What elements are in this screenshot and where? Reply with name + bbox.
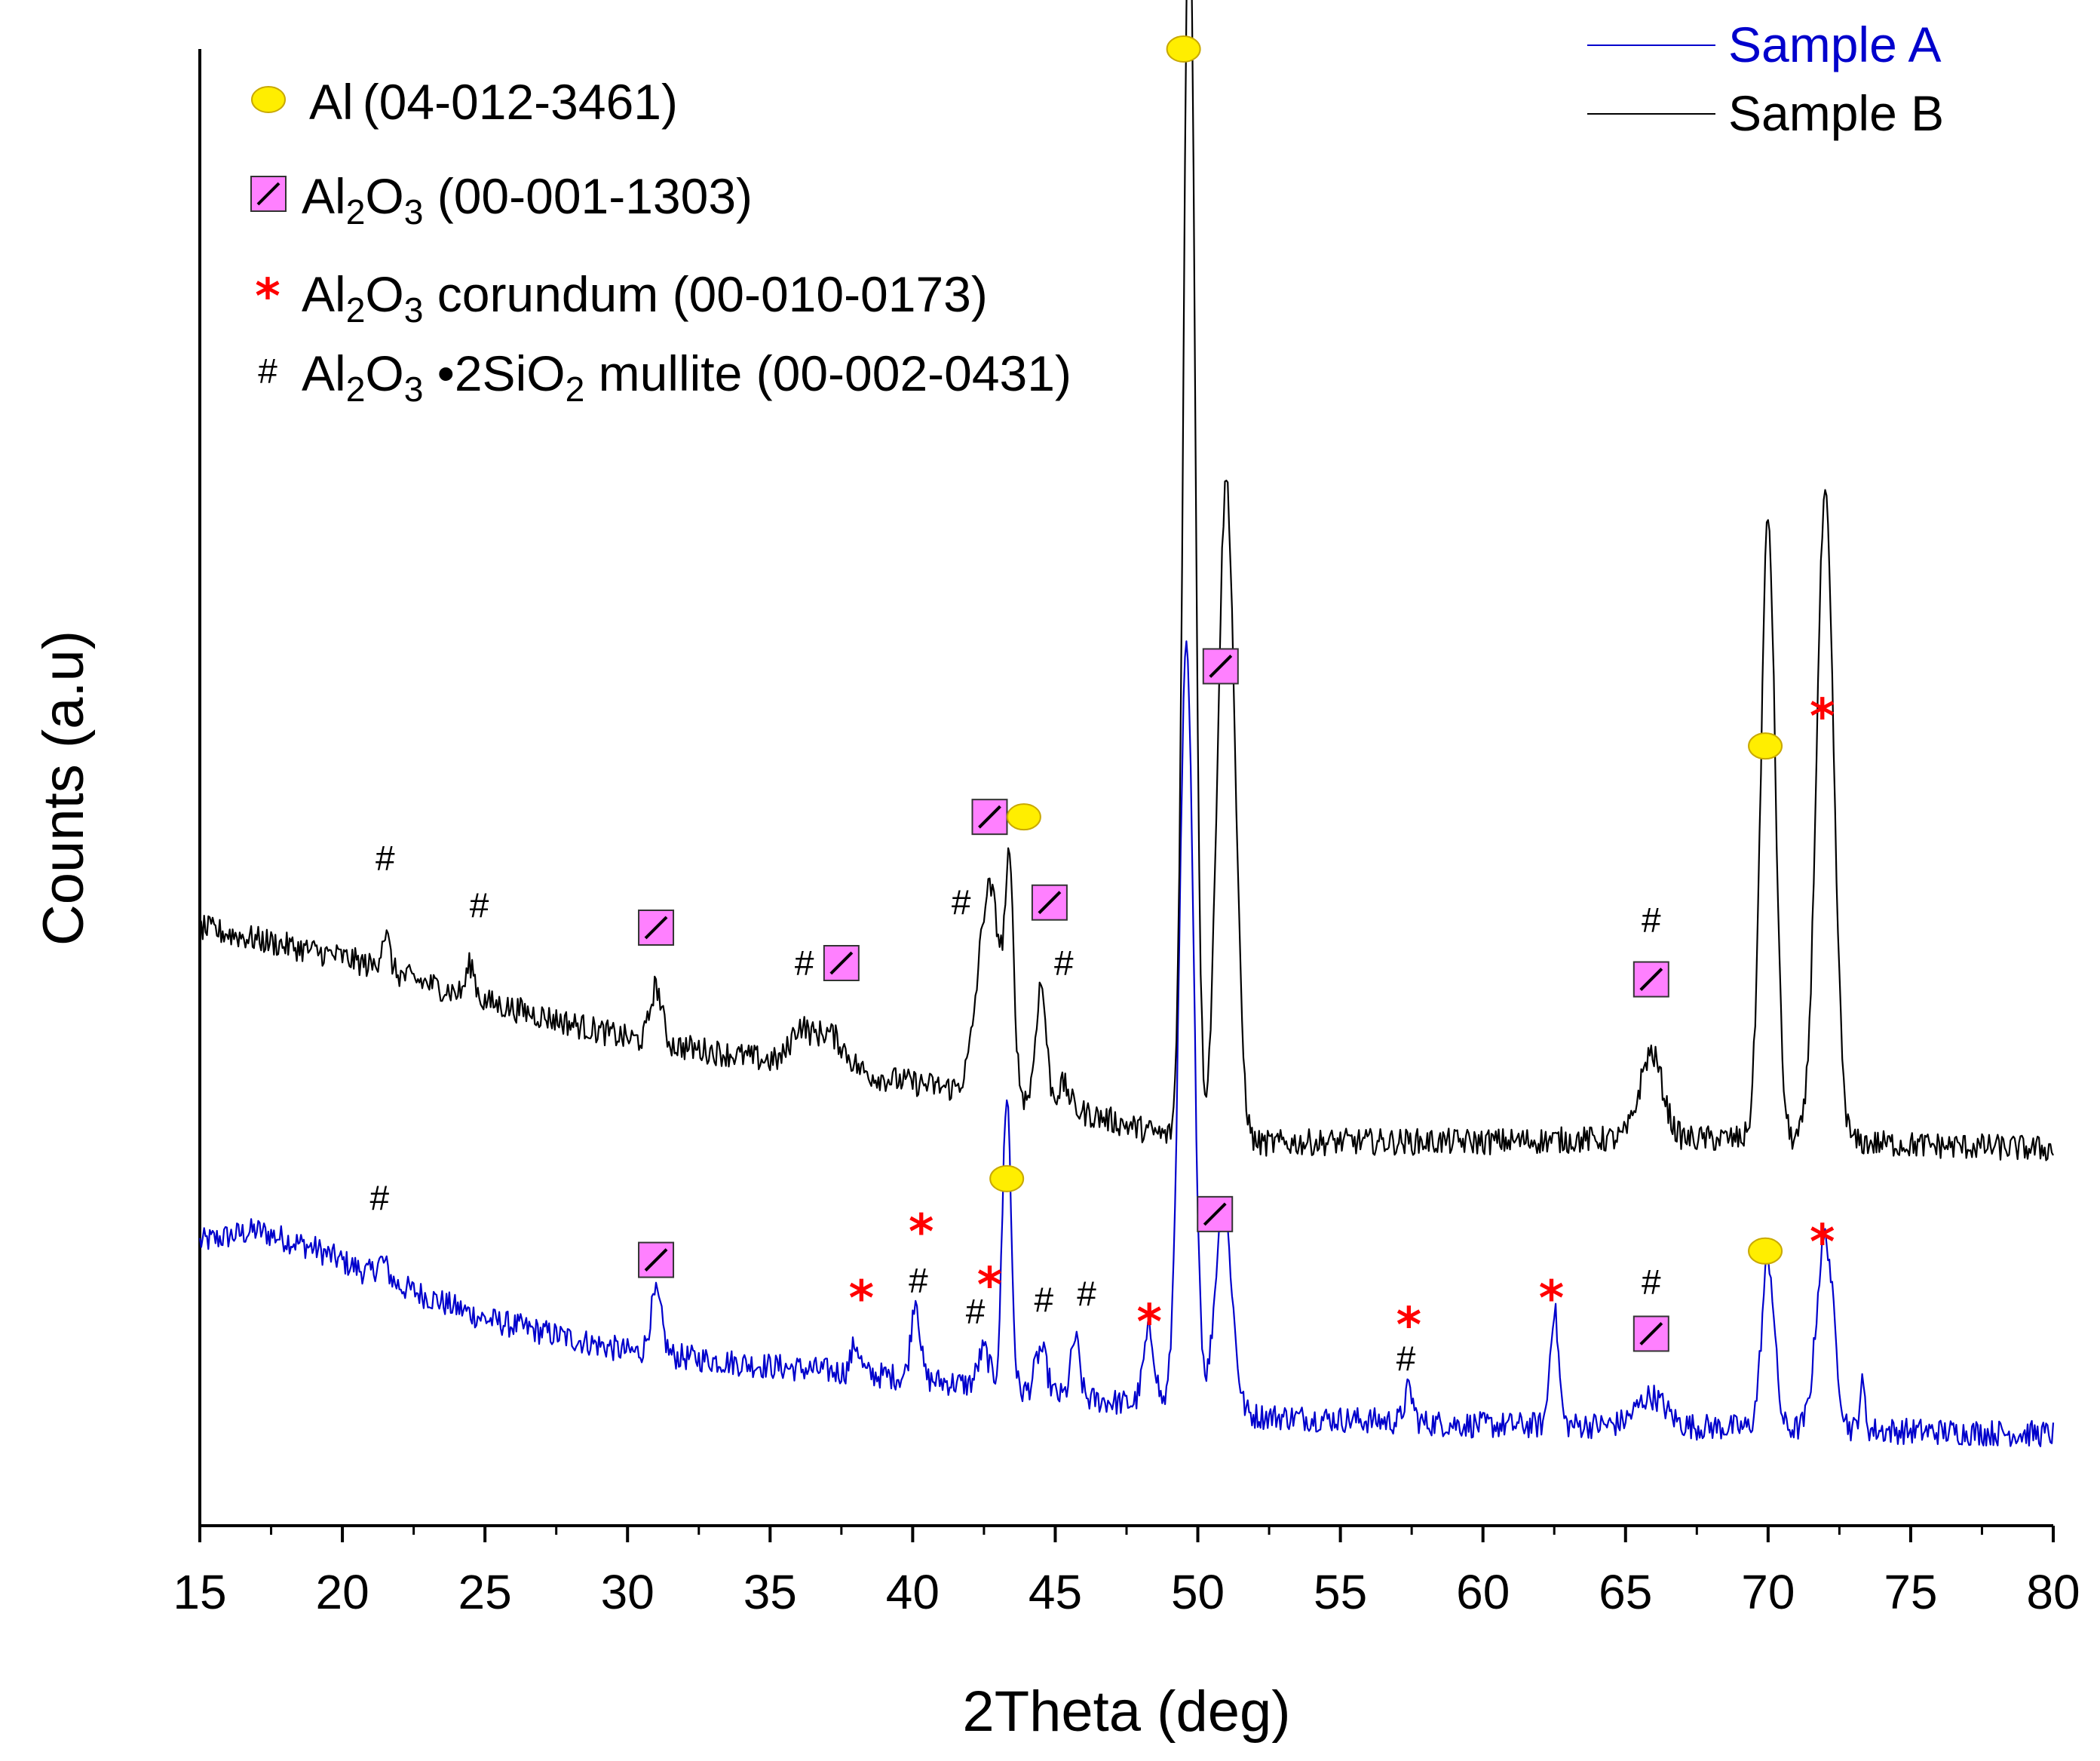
al2o3-square-marker: [971, 799, 1008, 836]
mullite-hash-marker: #: [1396, 1339, 1416, 1379]
mullite-hash-marker: #: [470, 886, 489, 925]
mullite-hash-marker: #: [376, 839, 395, 878]
al2o3-square-slash: [256, 182, 281, 206]
mullite-hash-marker: #: [966, 1292, 986, 1331]
x-tick-label: 55: [1314, 1565, 1367, 1619]
corundum-star-marker: *: [255, 269, 280, 325]
series-sample-b: [198, 0, 2054, 1161]
series-sample-a: [198, 640, 2055, 1447]
al2o3-square-slash: [1639, 1322, 1663, 1345]
x-tick-label: 45: [1029, 1565, 1082, 1619]
mullite-hash-marker: #: [795, 943, 814, 983]
al-circle-marker: [1748, 732, 1783, 760]
mullite-hash-marker: #: [258, 351, 277, 391]
al2o3-square-slash: [644, 1248, 668, 1272]
al2o3-square-slash: [644, 916, 668, 940]
al2o3-square-slash: [978, 805, 1001, 829]
phase-legend-label: Al (04-012-3461): [309, 74, 678, 130]
al2o3-square-slash: [1203, 1202, 1227, 1226]
phase-legend-label: Al2O3 corundum (00-010-0173): [302, 266, 988, 330]
mullite-hash-marker: #: [909, 1261, 928, 1300]
al2o3-square-slash: [1038, 891, 1062, 915]
x-tick-label: 15: [173, 1565, 226, 1619]
mullite-hash-marker: #: [1642, 1262, 1661, 1302]
mullite-hash-marker: #: [1642, 900, 1661, 940]
mullite-hash-marker: #: [1035, 1280, 1054, 1319]
corundum-star-marker: *: [849, 1272, 874, 1327]
sample-a-line: [198, 640, 2055, 1447]
sample-b-line: [198, 0, 2054, 1161]
x-axis-title: 2Theta (deg): [962, 1680, 1290, 1744]
corundum-star-marker: *: [1810, 689, 1835, 745]
legend-label-sample-b: Sample B: [1728, 85, 1944, 141]
x-tick-label: 60: [1456, 1565, 1510, 1619]
legend-label-sample-a: Sample A: [1728, 17, 1942, 72]
corundum-star-marker: *: [1396, 1298, 1421, 1354]
al2o3-square-marker: [1632, 1315, 1669, 1352]
x-tick-label: 75: [1884, 1565, 1937, 1619]
mullite-hash-marker: #: [369, 1178, 389, 1217]
x-tick-label: 80: [2026, 1565, 2080, 1619]
phase-legend-row: # Al2O3 •2SiO2 mullite (00-002-0431): [258, 345, 1071, 409]
phase-legend-label: Al2O3 (00-001-1303): [302, 168, 753, 232]
x-tick-label: 20: [315, 1565, 369, 1619]
phase-legend: Al (04-012-3461) Al2O3 (00-001-1303) * Al2O3…: [250, 74, 1071, 409]
corundum-star-marker: *: [1539, 1272, 1564, 1327]
x-tick-label: 40: [886, 1565, 940, 1619]
al2o3-square-marker: [1031, 884, 1068, 921]
mullite-hash-marker: #: [1077, 1275, 1096, 1314]
x-tick-label: 35: [743, 1565, 797, 1619]
al2o3-square-marker: [638, 1241, 675, 1278]
al-circle-marker: [1748, 1237, 1783, 1265]
al2o3-square-marker: [638, 910, 675, 946]
al2o3-square-marker: [1632, 961, 1669, 998]
al2o3-square-box: [1202, 648, 1239, 685]
x-tick-label: 70: [1741, 1565, 1795, 1619]
al-circle-marker: [1006, 803, 1041, 831]
x-tick-label: 30: [601, 1565, 655, 1619]
corundum-star-marker: *: [1137, 1295, 1162, 1351]
peak-markers: ######*#**##* # #* *#* #*: [369, 35, 1835, 1379]
al-circle-marker: [989, 1164, 1025, 1192]
phase-legend-row: * Al2O3 corundum (00-010-0173): [255, 266, 988, 330]
corundum-star-marker: *: [977, 1258, 1002, 1314]
x-tick-label: 50: [1171, 1565, 1225, 1619]
mullite-hash-marker: #: [1054, 943, 1074, 983]
al-circle-marker: [251, 86, 286, 113]
al2o3-square-marker: [1202, 648, 1239, 685]
y-axis-title: Counts (a.u): [32, 630, 96, 946]
al-circle-marker: [1166, 35, 1201, 63]
mullite-hash-marker: #: [952, 883, 971, 922]
al2o3-square-marker: [250, 176, 287, 212]
x-tick-label: 65: [1599, 1565, 1652, 1619]
x-axis-ticks: 15 20 25 30 35 40 45 50 55 60 65 70 75 80: [173, 1526, 2080, 1619]
al2o3-square-box: [1197, 1195, 1234, 1232]
phase-legend-row: Al2O3 (00-001-1303): [250, 168, 753, 232]
corundum-star-marker: *: [909, 1204, 934, 1260]
al2o3-square-slash: [1639, 968, 1663, 991]
x-tick-label: 25: [458, 1565, 512, 1619]
al2o3-square-marker: [1197, 1195, 1234, 1232]
phase-legend-row: Al (04-012-3461): [251, 74, 678, 130]
series-legend: Sample A Sample B: [1587, 17, 1944, 141]
phase-legend-label: Al2O3 •2SiO2 mullite (00-002-0431): [302, 345, 1071, 409]
al2o3-square-slash: [829, 951, 854, 975]
axes: 15 20 25 30 35 40 45 50 55 60 65 70 75 80 2Theta (deg…: [32, 49, 2080, 1744]
al2o3-square-slash: [1209, 655, 1233, 678]
al2o3-square-marker: [823, 945, 860, 982]
corundum-star-marker: *: [1810, 1215, 1835, 1271]
